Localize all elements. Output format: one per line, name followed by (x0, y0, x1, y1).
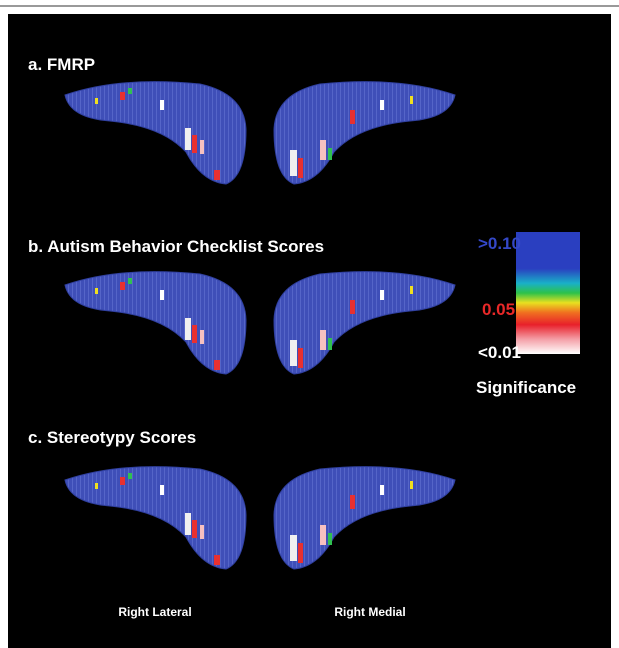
legend-title: Significance (476, 378, 576, 397)
legend-low: <0.01 (478, 343, 521, 362)
panel-title: c. Stereotypy Scores (28, 428, 196, 447)
view-label: Right Lateral (118, 605, 191, 619)
panel-title: a. FMRP (28, 55, 95, 74)
view-label: Right Medial (334, 605, 405, 619)
legend-mid: 0.05 (482, 300, 515, 319)
significance-scale (516, 232, 580, 354)
page: a. FMRP b. Autism Behavior Checklist Sco… (0, 0, 619, 648)
legend-high: >0.10 (478, 234, 521, 253)
panel-title: b. Autism Behavior Checklist Scores (28, 237, 324, 256)
figure: a. FMRP b. Autism Behavior Checklist Sco… (0, 0, 619, 648)
